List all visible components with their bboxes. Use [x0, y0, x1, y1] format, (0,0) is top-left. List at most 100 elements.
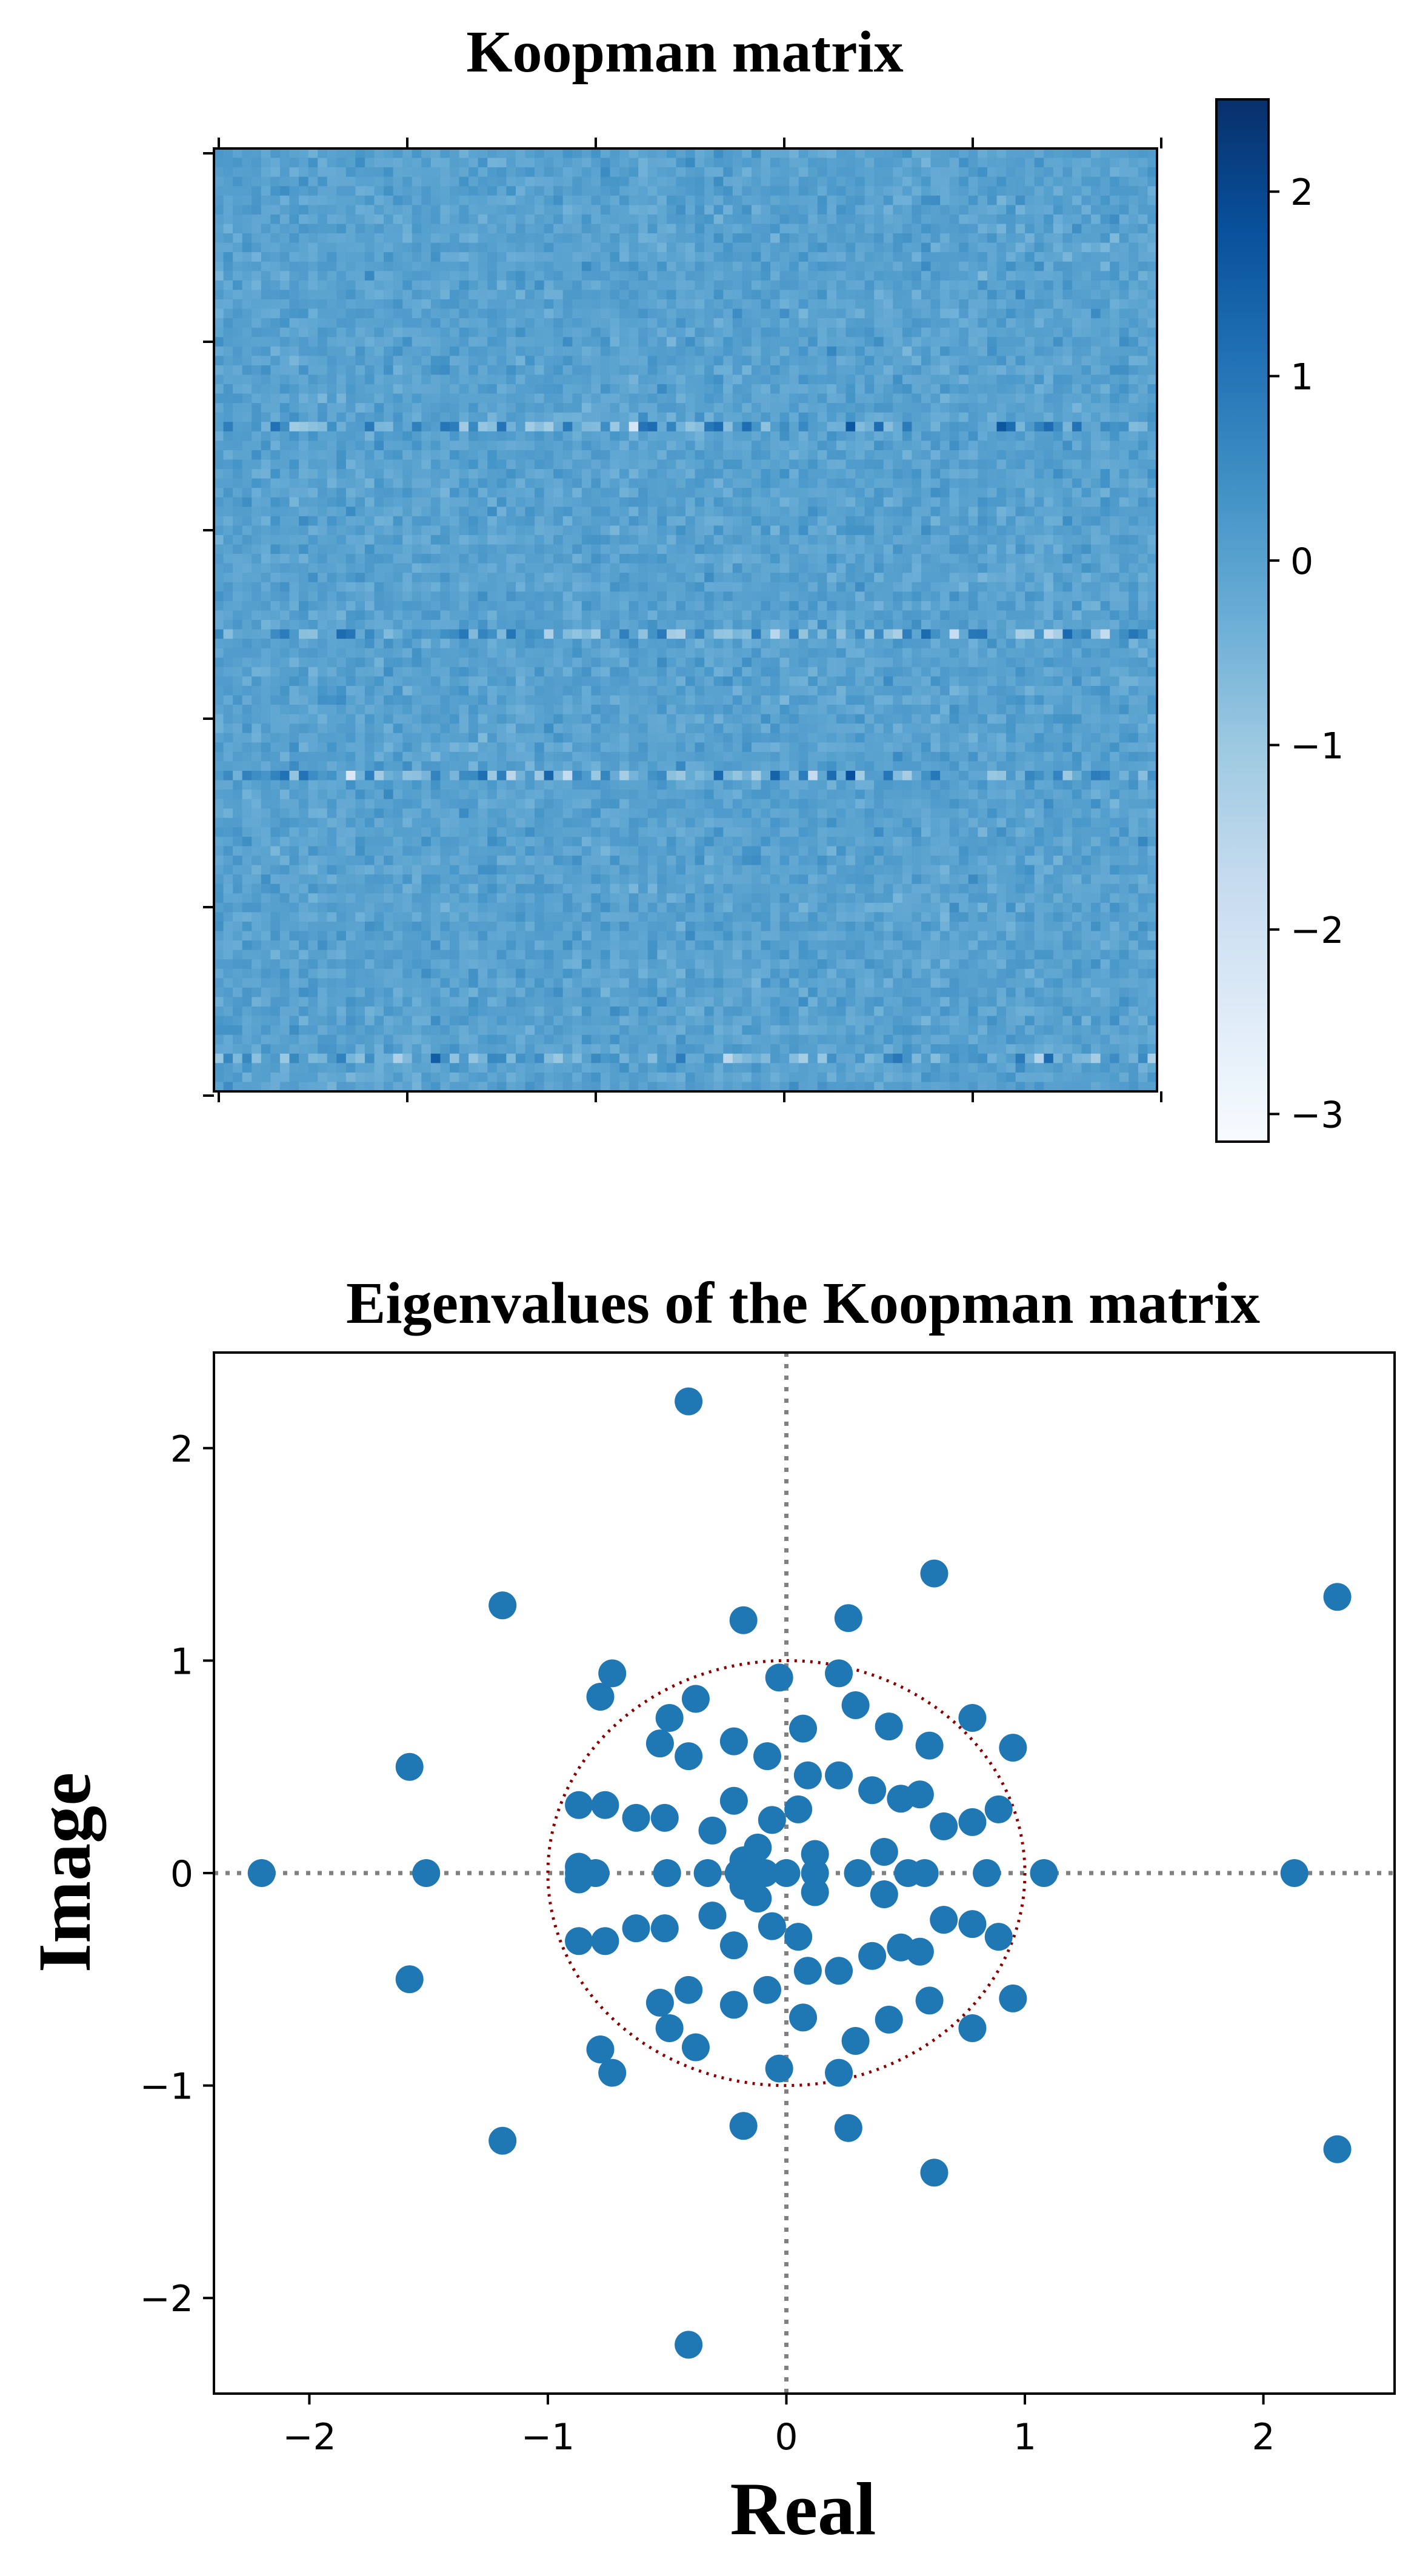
heatmap-cell — [921, 393, 932, 404]
heatmap-cell — [1062, 252, 1073, 262]
heatmap-cell — [233, 544, 243, 554]
heatmap-cell — [279, 554, 290, 564]
heatmap-cell — [345, 148, 356, 159]
heatmap-cell — [704, 525, 715, 536]
heatmap-cell — [704, 591, 715, 602]
heatmap-cell — [535, 450, 545, 461]
heatmap-cell — [553, 271, 564, 281]
heatmap-cell — [279, 469, 290, 479]
heatmap-cell — [223, 459, 233, 470]
heatmap-cell — [327, 507, 337, 517]
heatmap-cell — [1147, 280, 1158, 290]
heatmap-cell — [1081, 469, 1092, 479]
heatmap-cell — [713, 233, 724, 244]
heatmap-cell — [496, 450, 507, 461]
heatmap-cell — [270, 224, 281, 234]
heatmap-cell — [308, 205, 318, 215]
heatmap-cell — [355, 601, 365, 611]
heatmap-cell — [299, 327, 309, 338]
heatmap-cell — [666, 601, 677, 611]
heatmap-cell — [1081, 365, 1092, 376]
heatmap-cell — [1072, 271, 1082, 281]
heatmap-cell — [214, 393, 224, 404]
heatmap-cell — [949, 186, 959, 196]
heatmap-cell — [817, 186, 827, 196]
heatmap-cell — [713, 186, 724, 196]
heatmap-cell — [817, 478, 827, 488]
heatmap-cell — [1119, 563, 1129, 573]
heatmap-cell — [770, 478, 781, 488]
heatmap-cell — [279, 299, 290, 310]
heatmap-cell — [610, 610, 620, 621]
heatmap-cell — [1034, 186, 1044, 196]
heatmap-cell — [327, 563, 337, 573]
heatmap-cell — [252, 214, 262, 225]
heatmap-cell — [308, 384, 318, 394]
heatmap-cell — [553, 412, 564, 422]
heatmap-cell — [355, 469, 365, 479]
heatmap-cell — [798, 242, 809, 253]
heatmap-cell — [676, 554, 686, 564]
heatmap-cell — [402, 478, 413, 488]
heatmap-cell — [1138, 497, 1149, 507]
heatmap-cell — [544, 534, 554, 545]
heatmap-cell — [327, 290, 337, 300]
heatmap-cell — [713, 271, 724, 281]
heatmap-cell — [921, 290, 932, 300]
heatmap-cell — [1100, 412, 1110, 422]
heatmap-cell — [261, 233, 271, 244]
heatmap-cell — [628, 582, 639, 592]
heatmap-cell — [1044, 308, 1054, 319]
heatmap-cell — [459, 507, 469, 517]
heatmap-cell — [364, 488, 375, 498]
heatmap-cell — [544, 195, 554, 205]
heatmap-cell — [1138, 242, 1149, 253]
heatmap-cell — [459, 195, 469, 205]
heatmap-cell — [572, 497, 582, 507]
heatmap-cell — [666, 299, 677, 310]
heatmap-cell — [1100, 261, 1110, 271]
heatmap-cell — [279, 563, 290, 573]
heatmap-cell — [610, 327, 620, 338]
heatmap-cell — [1147, 271, 1158, 281]
heatmap-cell — [912, 507, 922, 517]
heatmap-cell — [1147, 459, 1158, 470]
heatmap-cell — [355, 261, 365, 271]
heatmap-cell — [506, 224, 516, 234]
heatmap-cell — [968, 261, 978, 271]
heatmap-cell — [761, 261, 771, 271]
heatmap-cell — [1034, 271, 1044, 281]
heatmap-cell — [279, 403, 290, 413]
heatmap-cell — [308, 365, 318, 376]
heatmap-cell — [1138, 478, 1149, 488]
heatmap-cell — [883, 224, 893, 234]
heatmap-cell — [1129, 412, 1139, 422]
heatmap-cell — [581, 563, 592, 573]
heatmap-cell — [364, 563, 375, 573]
heatmap-cell — [553, 525, 564, 536]
heatmap-cell — [770, 403, 781, 413]
heatmap-cell — [233, 591, 243, 602]
heatmap-cell — [336, 158, 347, 168]
heatmap-cell — [751, 412, 762, 422]
heatmap-cell — [798, 252, 809, 262]
heatmap-cell — [1129, 441, 1139, 451]
heatmap-cell — [940, 441, 950, 451]
heatmap-cell — [600, 271, 611, 281]
heatmap-cell — [364, 422, 375, 432]
heatmap-cell — [430, 469, 441, 479]
heatmap-cell — [1072, 158, 1082, 168]
heatmap-cell — [987, 450, 998, 461]
heatmap-cell — [912, 478, 922, 488]
heatmap-cell — [685, 205, 696, 215]
heatmap-cell — [883, 233, 893, 244]
heatmap-cell — [535, 356, 545, 366]
heatmap-cell — [402, 337, 413, 347]
heatmap-cell — [949, 308, 959, 319]
heatmap-cell — [1025, 507, 1035, 517]
heatmap-cell — [968, 242, 978, 253]
heatmap-cell — [384, 186, 394, 196]
heatmap-cell — [921, 516, 932, 526]
heatmap-cell — [468, 450, 479, 461]
heatmap-cell — [572, 261, 582, 271]
